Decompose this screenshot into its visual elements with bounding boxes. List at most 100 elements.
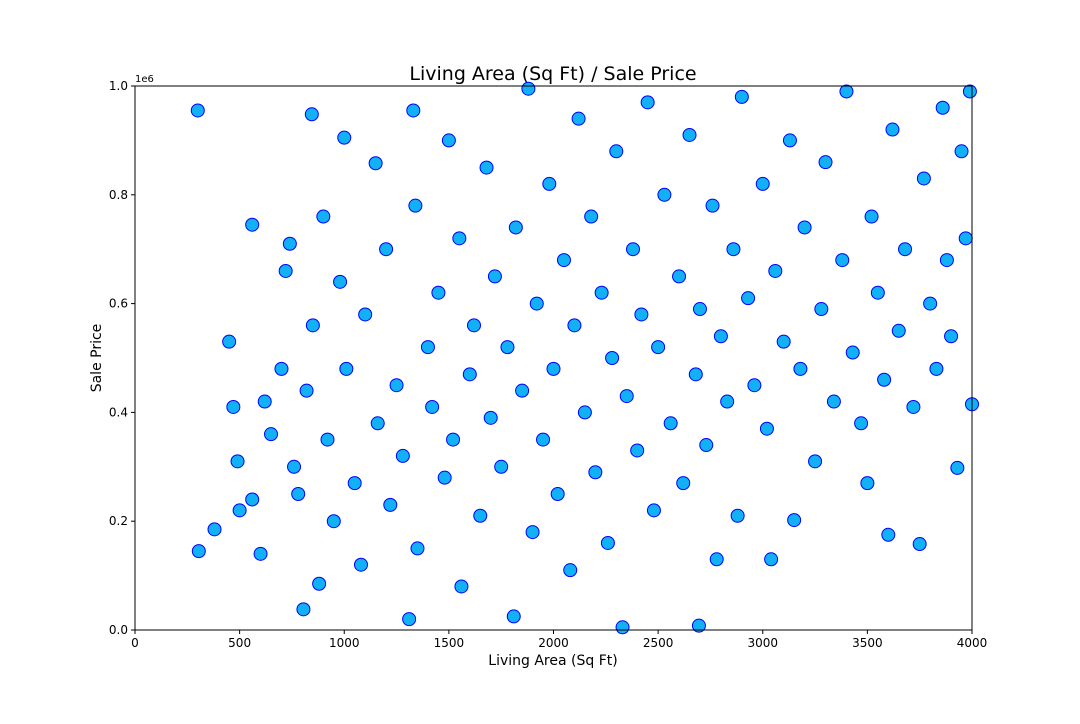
x-tick-label: 4000 xyxy=(957,636,988,650)
point xyxy=(741,291,756,306)
point xyxy=(257,394,272,409)
point xyxy=(814,302,829,317)
point xyxy=(425,399,440,414)
point xyxy=(839,84,854,99)
point xyxy=(630,443,645,458)
point xyxy=(797,220,812,235)
point xyxy=(699,438,714,453)
point xyxy=(939,253,954,268)
point xyxy=(577,405,592,420)
point xyxy=(222,334,237,349)
point xyxy=(726,242,741,257)
point xyxy=(358,307,373,322)
y-tick-label: 0.4 xyxy=(109,405,128,419)
point xyxy=(854,416,869,431)
point xyxy=(870,285,885,300)
point xyxy=(958,231,973,246)
point xyxy=(600,535,615,550)
point xyxy=(521,81,536,96)
point xyxy=(232,503,247,518)
y-offset-label: 1e6 xyxy=(135,74,154,85)
point xyxy=(536,432,551,447)
point xyxy=(692,302,707,317)
point xyxy=(571,111,586,126)
point xyxy=(935,100,950,115)
point xyxy=(651,340,666,355)
point xyxy=(420,340,435,355)
point xyxy=(916,171,931,186)
y-tick-label: 0.2 xyxy=(109,514,128,528)
point xyxy=(253,546,268,561)
point xyxy=(494,459,509,474)
x-axis-label: Living Area (Sq Ft) xyxy=(488,653,617,669)
point xyxy=(563,563,578,578)
point xyxy=(705,198,720,213)
point xyxy=(556,253,571,268)
point xyxy=(410,541,425,556)
chart-title: Living Area (Sq Ft) / Sale Price xyxy=(409,63,696,85)
x-tick-label: 500 xyxy=(228,636,251,650)
point xyxy=(368,156,383,171)
point xyxy=(640,95,655,110)
point xyxy=(320,432,335,447)
point xyxy=(877,372,892,387)
x-tick-label: 1000 xyxy=(329,636,360,650)
x-tick-label: 0 xyxy=(131,636,139,650)
y-axis-label: Sale Price xyxy=(89,324,105,393)
point xyxy=(500,340,515,355)
point xyxy=(709,552,724,567)
point xyxy=(826,394,841,409)
point xyxy=(688,367,703,382)
point xyxy=(542,176,557,191)
point xyxy=(944,329,959,344)
point xyxy=(755,176,770,191)
point xyxy=(615,620,630,635)
point xyxy=(353,557,368,572)
point xyxy=(508,220,523,235)
point xyxy=(389,378,404,393)
point xyxy=(626,242,641,257)
point xyxy=(818,155,833,170)
y-tick-label: 0.6 xyxy=(109,297,128,311)
point xyxy=(546,361,561,376)
x-tick-label: 1500 xyxy=(434,636,465,650)
point xyxy=(864,209,879,224)
point xyxy=(768,263,783,278)
point xyxy=(483,410,498,425)
point xyxy=(609,144,624,159)
point xyxy=(454,579,469,594)
point xyxy=(446,432,461,447)
point xyxy=(305,318,320,333)
point xyxy=(462,367,477,382)
point xyxy=(282,236,297,251)
point xyxy=(713,329,728,344)
point xyxy=(720,394,735,409)
point xyxy=(808,454,823,469)
point xyxy=(515,383,530,398)
point xyxy=(473,508,488,523)
point xyxy=(278,263,293,278)
point xyxy=(406,103,421,118)
point xyxy=(891,323,906,338)
point xyxy=(923,296,938,311)
point xyxy=(395,448,410,463)
y-tick-label: 0.8 xyxy=(109,188,128,202)
point xyxy=(207,522,222,537)
point xyxy=(747,378,762,393)
x-tick-label: 2500 xyxy=(643,636,674,650)
point xyxy=(835,253,850,268)
point xyxy=(594,285,609,300)
point xyxy=(452,231,467,246)
point xyxy=(226,399,241,414)
point xyxy=(782,133,797,148)
point xyxy=(230,454,245,469)
x-tick-label: 3500 xyxy=(852,636,883,650)
point xyxy=(479,160,494,175)
point xyxy=(962,84,977,99)
point xyxy=(691,618,706,633)
point xyxy=(408,198,423,213)
point xyxy=(287,459,302,474)
point xyxy=(245,492,260,507)
point xyxy=(912,537,927,552)
